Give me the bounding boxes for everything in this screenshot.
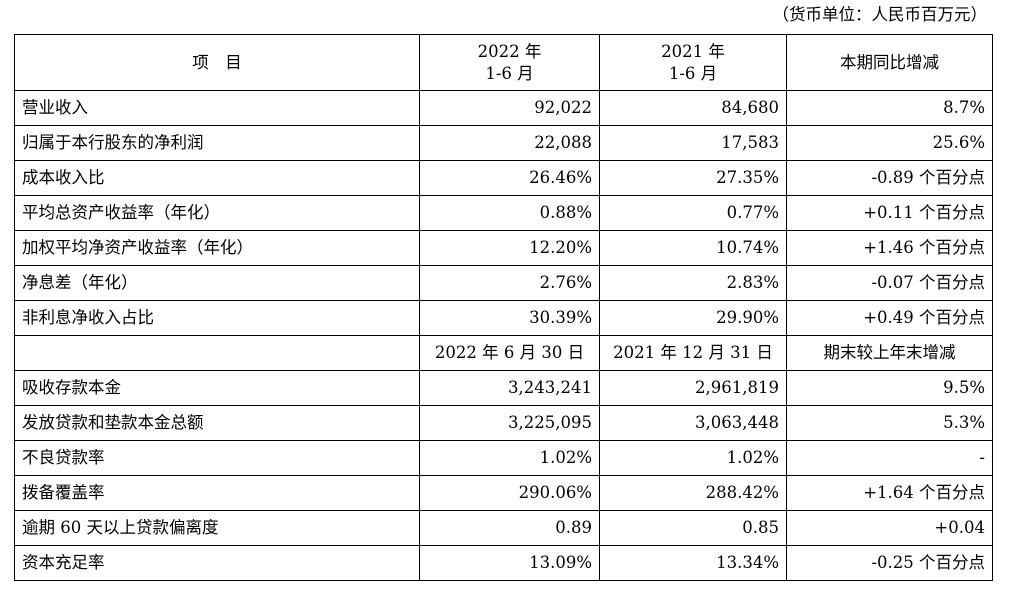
- header-2022-h1: 2022 年 1-6 月: [419, 34, 600, 91]
- row-value-current: 3,225,095: [419, 405, 600, 441]
- row-change: 5.3%: [786, 405, 993, 441]
- row-value-prior: 0.77%: [599, 195, 787, 231]
- section2-body: 吸收存款本金 3,243,241 2,961,819 9.5% 发放贷款和垫款本金总额 3…: [14, 370, 993, 581]
- row-value-prior: 84,680: [599, 90, 787, 126]
- header-2022-year: 2022 年: [477, 41, 542, 61]
- subheader-row: 2022 年 6 月 30 日 2021 年 12 月 31 日 期末较上年末增…: [14, 335, 993, 371]
- row-change: 25.6%: [786, 125, 993, 161]
- row-value-current: 26.46%: [419, 160, 600, 196]
- row-label: 非利息净收入占比: [14, 300, 420, 336]
- row-change: +0.04: [786, 510, 993, 546]
- table-row: 发放贷款和垫款本金总额 3,225,095 3,063,448 5.3%: [14, 405, 993, 441]
- row-change: -0.25 个百分点: [786, 545, 993, 581]
- row-label: 加权平均净资产收益率（年化）: [14, 230, 420, 266]
- row-label: 归属于本行股东的净利润: [14, 125, 420, 161]
- header-2021-period: 1-6 月: [668, 63, 718, 83]
- table-row: 资本充足率 13.09% 13.34% -0.25 个百分点: [14, 545, 993, 581]
- row-change: +1.46 个百分点: [786, 230, 993, 266]
- row-value-prior: 17,583: [599, 125, 787, 161]
- row-value-prior: 3,063,448: [599, 405, 787, 441]
- row-value-prior: 288.42%: [599, 475, 787, 511]
- table-header-row: 项 目 2022 年 1-6 月 2021 年 1-6 月 本期同比增减: [14, 34, 993, 91]
- header-item: 项 目: [14, 34, 420, 91]
- table-row: 净息差（年化） 2.76% 2.83% -0.07 个百分点: [14, 265, 993, 301]
- row-value-prior: 1.02%: [599, 440, 787, 476]
- subheader-2022-jun30: 2022 年 6 月 30 日: [419, 335, 600, 371]
- table-row: 加权平均净资产收益率（年化） 12.20% 10.74% +1.46 个百分点: [14, 230, 993, 266]
- row-value-current: 2.76%: [419, 265, 600, 301]
- row-label: 吸收存款本金: [14, 370, 420, 406]
- table-row: 非利息净收入占比 30.39% 29.90% +0.49 个百分点: [14, 300, 993, 336]
- row-change: +1.64 个百分点: [786, 475, 993, 511]
- row-label: 逾期 60 天以上贷款偏离度: [14, 510, 420, 546]
- row-value-current: 290.06%: [419, 475, 600, 511]
- table-row: 成本收入比 26.46% 27.35% -0.89 个百分点: [14, 160, 993, 196]
- header-2021-year: 2021 年: [661, 41, 725, 61]
- row-value-current: 3,243,241: [419, 370, 600, 406]
- section2-subheader: 2022 年 6 月 30 日 2021 年 12 月 31 日 期末较上年末增…: [14, 335, 993, 371]
- row-value-prior: 0.85: [599, 510, 787, 546]
- table-row: 拨备覆盖率 290.06% 288.42% +1.64 个百分点: [14, 475, 993, 511]
- row-label: 发放贷款和垫款本金总额: [14, 405, 420, 441]
- row-change: 8.7%: [786, 90, 993, 126]
- subheader-item: [14, 335, 420, 371]
- row-label: 平均总资产收益率（年化）: [14, 195, 420, 231]
- header-2022-period: 1-6 月: [485, 63, 534, 83]
- subheader-change-vs-year-end: 期末较上年末增减: [786, 335, 993, 371]
- subheader-2021-dec31: 2021 年 12 月 31 日: [599, 335, 787, 371]
- row-label: 成本收入比: [14, 160, 420, 196]
- row-value-current: 13.09%: [419, 545, 600, 581]
- row-value-current: 22,088: [419, 125, 600, 161]
- table-row: 吸收存款本金 3,243,241 2,961,819 9.5%: [14, 370, 993, 406]
- row-label: 不良贷款率: [14, 440, 420, 476]
- row-change: -0.07 个百分点: [786, 265, 993, 301]
- header-2021-h1: 2021 年 1-6 月: [599, 34, 787, 91]
- row-value-current: 30.39%: [419, 300, 600, 336]
- row-label: 净息差（年化）: [14, 265, 420, 301]
- row-value-prior: 2,961,819: [599, 370, 787, 406]
- row-value-prior: 10.74%: [599, 230, 787, 266]
- row-value-prior: 2.83%: [599, 265, 787, 301]
- header-yoy-change: 本期同比增减: [786, 34, 993, 91]
- row-value-current: 0.88%: [419, 195, 600, 231]
- row-label: 拨备覆盖率: [14, 475, 420, 511]
- row-change: +0.49 个百分点: [786, 300, 993, 336]
- table-row: 逾期 60 天以上贷款偏离度 0.89 0.85 +0.04: [14, 510, 993, 546]
- table-row: 营业收入 92,022 84,680 8.7%: [14, 90, 993, 126]
- row-label: 资本充足率: [14, 545, 420, 581]
- currency-unit-note: （货币单位：人民币百万元）: [772, 5, 988, 24]
- table-row: 不良贷款率 1.02% 1.02% -: [14, 440, 993, 476]
- section1-body: 营业收入 92,022 84,680 8.7% 归属于本行股东的净利润 22,088 17,…: [14, 90, 993, 336]
- table-row: 归属于本行股东的净利润 22,088 17,583 25.6%: [14, 125, 993, 161]
- row-change: -0.89 个百分点: [786, 160, 993, 196]
- table-row: 平均总资产收益率（年化） 0.88% 0.77% +0.11 个百分点: [14, 195, 993, 231]
- row-value-current: 1.02%: [419, 440, 600, 476]
- row-change: +0.11 个百分点: [786, 195, 993, 231]
- row-value-current: 0.89: [419, 510, 600, 546]
- row-value-current: 12.20%: [419, 230, 600, 266]
- row-value-prior: 27.35%: [599, 160, 787, 196]
- financial-summary-table: 项 目 2022 年 1-6 月 2021 年 1-6 月 本期同比增减 营业收…: [14, 34, 993, 581]
- row-change: -: [786, 440, 993, 476]
- row-value-prior: 29.90%: [599, 300, 787, 336]
- row-value-current: 92,022: [419, 90, 600, 126]
- row-change: 9.5%: [786, 370, 993, 406]
- row-value-prior: 13.34%: [599, 545, 787, 581]
- row-label: 营业收入: [14, 90, 420, 126]
